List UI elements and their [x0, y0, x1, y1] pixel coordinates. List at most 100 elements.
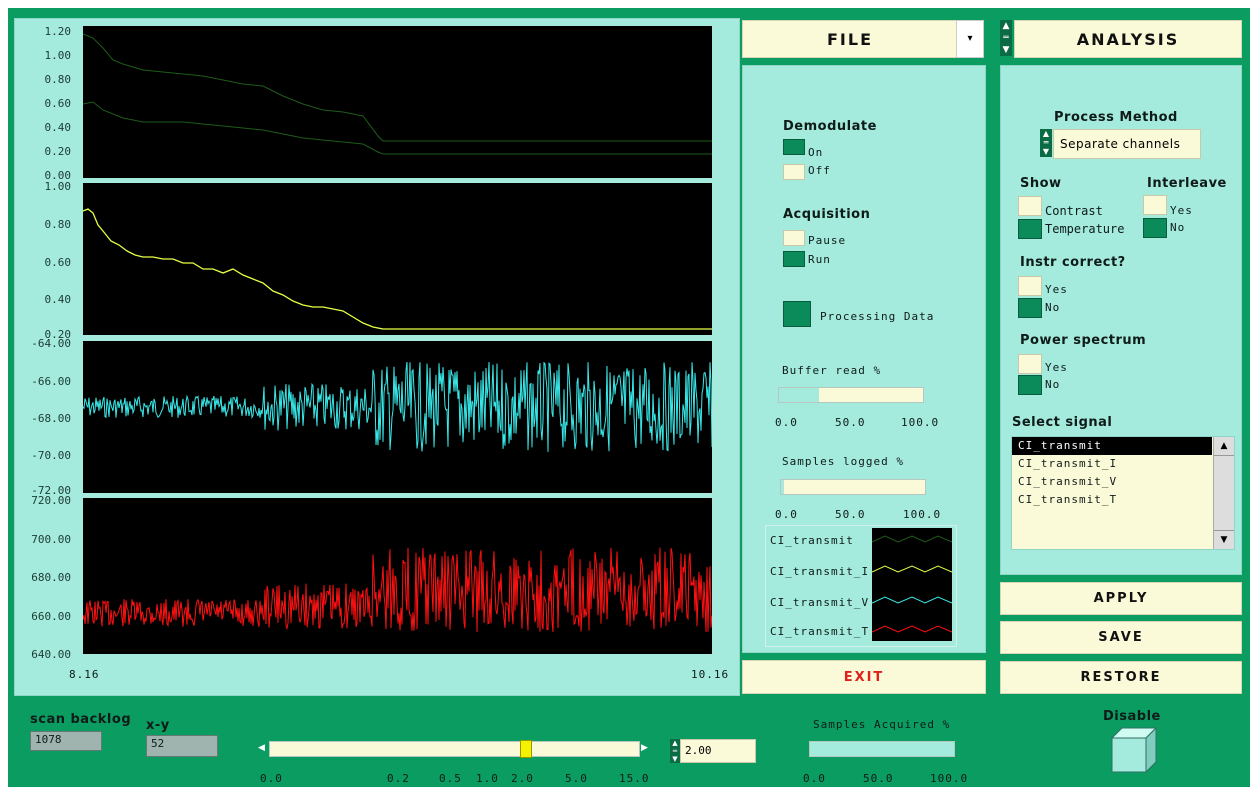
legend-swatch	[872, 565, 952, 573]
process-method-spinner[interactable]: ▲ ═ ▼	[1040, 129, 1052, 157]
exit-button[interactable]: EXIT	[742, 660, 986, 694]
power-yes-label: Yes	[1045, 361, 1068, 374]
scroll-down-icon[interactable]: ▼	[1214, 530, 1234, 549]
tick-label: 640.00	[31, 648, 71, 661]
tick-label: -72.00	[31, 484, 71, 497]
legend-swatch	[872, 625, 952, 633]
samples-logged-fill	[781, 480, 784, 494]
samples-acquired-title: Samples Acquired %	[813, 718, 951, 731]
samples-acquired-tick: 0.0	[803, 772, 826, 785]
tick-label: 0.60	[44, 256, 72, 269]
zoom-right-arrow[interactable]: ▶	[641, 743, 648, 753]
samples-acquired-tick: 50.0	[863, 772, 894, 785]
plot-3[interactable]	[83, 341, 712, 493]
scan-backlog-title: scan backlog	[30, 712, 132, 727]
zoom-left-arrow[interactable]: ◀	[258, 743, 265, 753]
zoom-tick: 2.0	[511, 772, 534, 785]
tick-label: -66.00	[31, 375, 71, 388]
tick-label: 1.20	[44, 25, 72, 38]
file-dropdown-arrow[interactable]: ▾	[956, 20, 984, 58]
trace-red	[83, 547, 712, 633]
interleave-yes-toggle[interactable]	[1143, 195, 1167, 215]
buffer-fill	[779, 388, 820, 402]
disable-cube-icon[interactable]	[1108, 726, 1158, 774]
buffer-tick: 50.0	[835, 416, 866, 429]
instr-no-label: No	[1045, 301, 1061, 314]
legend-label: CI_transmit	[770, 534, 854, 547]
zoom-value-field[interactable]: 2.00	[680, 739, 756, 763]
signal-listbox[interactable]: CI_transmit CI_transmit_I CI_transmit_V …	[1011, 436, 1235, 550]
show-contrast-toggle[interactable]	[1018, 196, 1042, 216]
plot-4[interactable]	[83, 498, 712, 654]
list-scrollbar[interactable]: ▲ ▼	[1213, 437, 1234, 549]
select-signal-title: Select signal	[1012, 415, 1113, 430]
interleave-no-toggle[interactable]	[1143, 218, 1167, 238]
restore-button[interactable]: RESTORE	[1000, 661, 1242, 694]
plot-1[interactable]	[83, 26, 712, 178]
apply-button[interactable]: APPLY	[1000, 582, 1242, 615]
xy-title: x-y	[146, 718, 170, 733]
analysis-label: ANALYSIS	[1076, 29, 1180, 49]
list-item[interactable]: CI_transmit_T	[1018, 493, 1118, 506]
zoom-tick: 0.2	[387, 772, 410, 785]
processing-label: Processing Data	[820, 310, 935, 323]
samples-logged-title: Samples logged %	[782, 455, 904, 468]
list-item[interactable]: CI_transmit_I	[1018, 457, 1118, 470]
zoom-slider-thumb[interactable]	[520, 740, 532, 758]
save-button[interactable]: SAVE	[1000, 621, 1242, 654]
tick-label: -64.00	[31, 337, 71, 350]
legend-label: CI_transmit_T	[770, 625, 870, 638]
tick-label: 1.00	[44, 180, 72, 193]
analysis-menu-button[interactable]: ANALYSIS	[1014, 20, 1242, 58]
trace-upper	[83, 33, 712, 142]
legend-swatches	[872, 528, 952, 641]
trace-cyan	[83, 361, 712, 452]
zoom-spinner[interactable]: ▲ ═ ▼	[670, 739, 680, 763]
buffer-tick: 0.0	[775, 416, 798, 429]
tick-label: 0.60	[44, 97, 72, 110]
zoom-tick: 0.5	[439, 772, 462, 785]
demodulate-off-label: Off	[808, 164, 831, 177]
tick-label: 0.20	[44, 328, 72, 341]
zoom-slider[interactable]	[269, 740, 640, 758]
xy-value: 52	[146, 735, 218, 757]
legend-label: CI_transmit_I	[770, 565, 870, 578]
acquisition-pause-toggle[interactable]	[783, 230, 805, 246]
samples-logged-tick: 0.0	[775, 508, 798, 521]
samples-logged-tick: 100.0	[903, 508, 942, 521]
tick-label: 660.00	[31, 610, 71, 623]
show-temperature-toggle[interactable]	[1018, 219, 1042, 239]
buffer-bar	[778, 387, 924, 403]
trace-line	[83, 361, 712, 452]
analysis-spinner[interactable]: ▲ ═ ▼	[1000, 20, 1012, 56]
apply-label: APPLY	[1093, 591, 1149, 606]
scroll-up-icon[interactable]: ▲	[1214, 437, 1234, 456]
file-label: FILE	[826, 29, 873, 49]
disable-title: Disable	[1103, 709, 1161, 724]
list-item[interactable]: CI_transmit_V	[1018, 475, 1118, 488]
interleave-yes-label: Yes	[1170, 204, 1193, 217]
acquisition-title: Acquisition	[783, 207, 871, 222]
tick-label: -68.00	[31, 412, 71, 425]
instr-no-toggle[interactable]	[1018, 298, 1042, 318]
acquisition-run-toggle[interactable]	[783, 251, 805, 267]
tick-label: 0.40	[44, 121, 72, 134]
list-item[interactable]: CI_transmit	[1012, 437, 1212, 455]
demodulate-on-toggle[interactable]	[783, 139, 805, 155]
power-no-toggle[interactable]	[1018, 375, 1042, 395]
legend-swatch	[872, 535, 952, 543]
tick-label: 0.80	[44, 73, 72, 86]
instr-correct-title: Instr correct?	[1020, 255, 1126, 270]
file-menu-button[interactable]: FILE	[742, 20, 958, 58]
zoom-tick: 5.0	[565, 772, 588, 785]
tick-label: 680.00	[31, 571, 71, 584]
process-method-select[interactable]: Separate channels	[1053, 129, 1201, 159]
instr-yes-toggle[interactable]	[1018, 276, 1042, 296]
plot-2[interactable]	[83, 183, 712, 335]
tick-label: 700.00	[31, 533, 71, 546]
buffer-title: Buffer read %	[782, 364, 882, 377]
demodulate-off-toggle[interactable]	[783, 164, 805, 180]
tick-label: 0.80	[44, 218, 72, 231]
power-yes-toggle[interactable]	[1018, 354, 1042, 374]
tick-label: 720.00	[31, 494, 71, 507]
